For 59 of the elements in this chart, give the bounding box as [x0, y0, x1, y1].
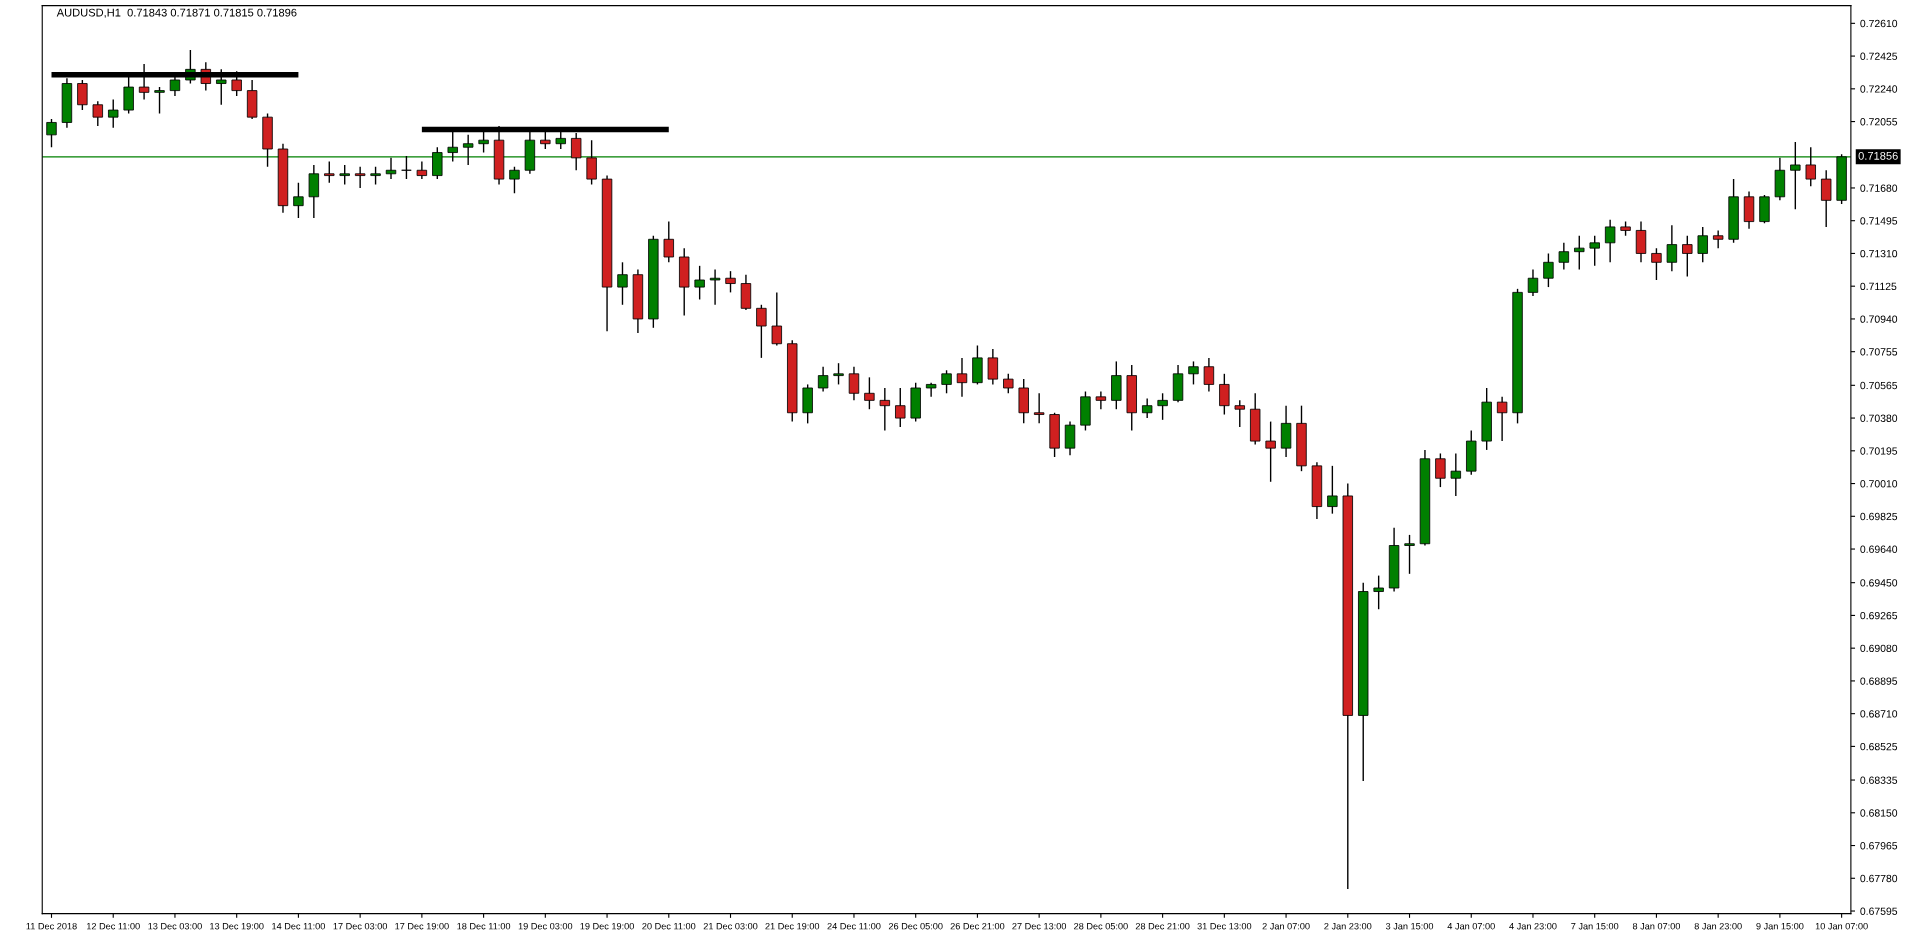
x-tick-label: 26 Dec 21:00: [950, 922, 1005, 930]
y-tick-label: 0.70195: [1860, 447, 1898, 455]
x-tick-label: 28 Dec 21:00: [1135, 922, 1190, 930]
y-tick-label: 0.71310: [1860, 249, 1898, 258]
y-tick-label: 0.72240: [1860, 85, 1898, 93]
x-tick-label: 11 Dec 2018: [26, 922, 77, 930]
x-tick-label: 26 Dec 05:00: [888, 922, 943, 930]
x-tick-label: 9 Jan 15:00: [1756, 922, 1804, 930]
x-tick-label: 4 Jan 23:00: [1509, 922, 1557, 930]
x-tick-label: 8 Jan 23:00: [1694, 922, 1742, 930]
y-tick-label: 0.70755: [1860, 348, 1898, 356]
x-tick-label: 7 Jan 15:00: [1571, 922, 1619, 930]
x-tick-label: 13 Dec 19:00: [210, 922, 264, 930]
x-tick-label: 3 Jan 15:00: [1385, 922, 1434, 930]
y-tick-label: 0.68895: [1860, 677, 1898, 685]
y-tick-label: 0.70940: [1860, 315, 1898, 323]
x-tick-label: 21 Dec 03:00: [703, 922, 758, 930]
y-tick-label: 0.71125: [1860, 282, 1897, 291]
y-tick-label: 0.69825: [1860, 512, 1898, 521]
x-tick-label: 24 Dec 11:00: [827, 922, 881, 930]
ref-line-label: 0.71856: [1858, 151, 1898, 160]
y-tick-label: 0.70380: [1860, 414, 1898, 422]
y-tick-label: 0.69265: [1860, 611, 1898, 620]
y-tick-label: 0.68335: [1860, 776, 1898, 784]
y-tick-label: 0.67595: [1860, 907, 1898, 915]
y-tick-label: 0.72610: [1860, 19, 1898, 28]
x-tick-label: 21 Dec 19:00: [765, 922, 820, 930]
x-tick-label: 19 Dec 03:00: [518, 922, 573, 930]
chart-title: AUDUSD,H1 0.71843 0.71871 0.71815 0.71896: [56, 8, 297, 18]
x-tick-label: 18 Dec 11:00: [457, 922, 511, 930]
x-tick-label: 2 Jan 07:00: [1262, 922, 1310, 930]
x-tick-label: 14 Dec 11:00: [272, 922, 325, 930]
x-tick-label: 4 Jan 07:00: [1447, 922, 1495, 930]
x-tick-label: 27 Dec 13:00: [1012, 922, 1067, 930]
y-tick-label: 0.67965: [1860, 842, 1898, 850]
x-tick-label: 13 Dec 03:00: [148, 922, 202, 930]
x-tick-label: 12 Dec 11:00: [87, 922, 140, 930]
y-tick-label: 0.71680: [1860, 184, 1898, 192]
x-tick-label: 20 Dec 11:00: [642, 922, 696, 930]
x-tick-label: 17 Dec 19:00: [395, 922, 449, 930]
y-tick-label: 0.67780: [1860, 874, 1898, 883]
y-tick-label: 0.69080: [1860, 644, 1898, 653]
x-tick-label: 31 Dec 13:00: [1197, 922, 1252, 930]
x-tick-label: 19 Dec 19:00: [580, 922, 634, 930]
y-tick-label: 0.72425: [1860, 52, 1898, 60]
y-tick-label: 0.70565: [1860, 381, 1898, 390]
y-tick-label: 0.69640: [1860, 545, 1898, 553]
x-tick-label: 10 Jan 07:00: [1815, 922, 1868, 930]
y-tick-label: 0.68525: [1860, 742, 1898, 751]
y-tick-label: 0.69450: [1860, 579, 1898, 587]
x-tick-label: 28 Dec 05:00: [1074, 922, 1128, 930]
x-tick-label: 8 Jan 07:00: [1632, 922, 1681, 930]
x-tick-label: 17 Dec 03:00: [333, 922, 388, 930]
y-tick-label: 0.70010: [1860, 480, 1898, 488]
y-tick-label: 0.71495: [1860, 217, 1898, 225]
y-tick-label: 0.68150: [1860, 809, 1898, 817]
y-tick-label: 0.72055: [1860, 118, 1898, 126]
x-tick-label: 2 Jan 23:00: [1324, 922, 1372, 930]
y-tick-label: 0.68710: [1860, 710, 1898, 718]
